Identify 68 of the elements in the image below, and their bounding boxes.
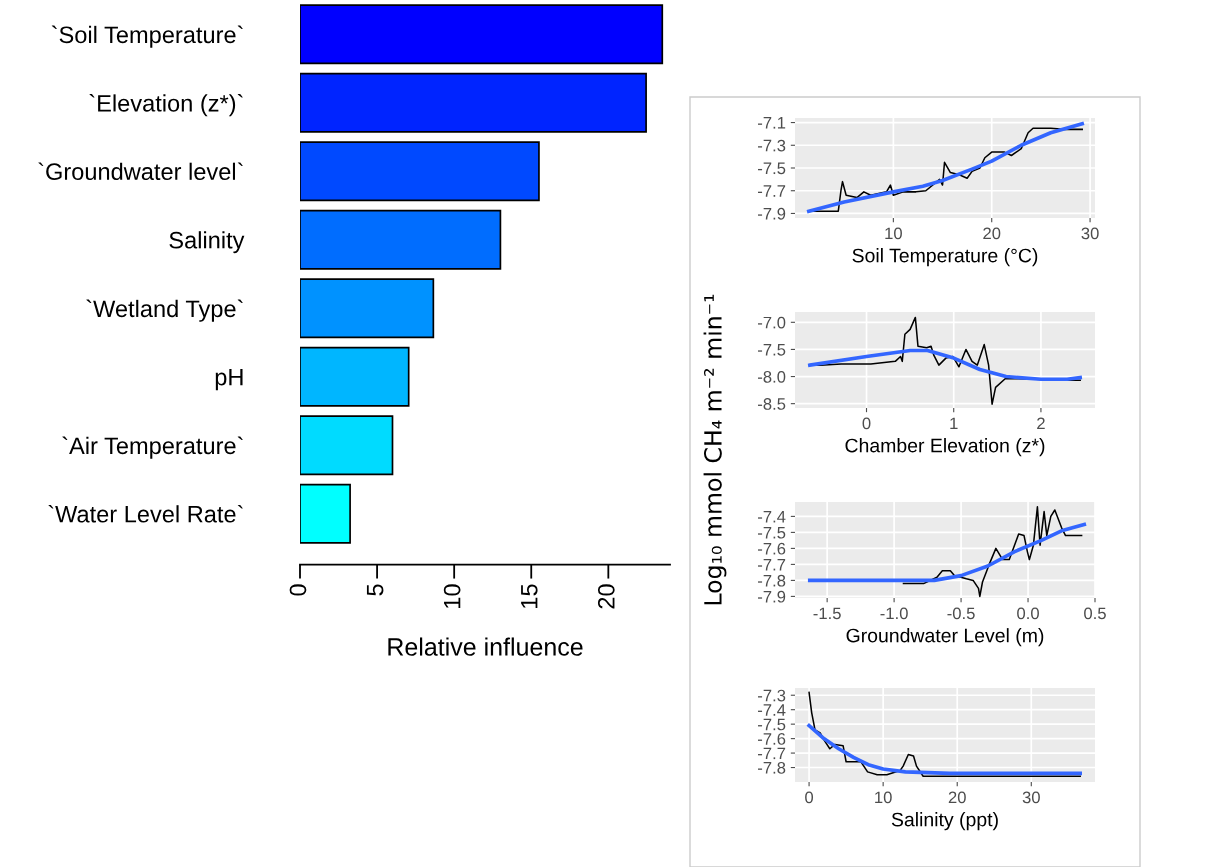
y-tick-label: -7.5 — [758, 162, 786, 175]
y-tick-label: `Groundwater level` — [38, 162, 243, 181]
line-series — [808, 691, 1081, 777]
y-tick-label: -7.5 — [758, 344, 786, 356]
y-tick-label: -7.3 — [758, 689, 786, 702]
bar — [300, 4, 664, 65]
y-tick-label: -7.6 — [758, 542, 786, 555]
y-tick-label: -7.8 — [758, 761, 786, 774]
y-tick-label: pH — [215, 369, 243, 391]
y-tick-label: -7.6 — [758, 733, 786, 745]
y-tick-label: Salinity — [169, 231, 245, 254]
x-tick-label: 0 — [805, 791, 814, 804]
x-tick-label: 0.0 — [1017, 607, 1039, 620]
y-tick-label: `Soil Temperature` — [51, 25, 243, 48]
bar — [300, 483, 351, 544]
y-tick-label: -7.7 — [758, 747, 786, 760]
y-tick-label: -8.5 — [758, 398, 786, 410]
y-tick-label: -7.9 — [758, 590, 786, 603]
line-series — [808, 348, 1082, 382]
bar — [300, 72, 647, 133]
x-tick-label: -1.5 — [813, 607, 841, 620]
bar — [300, 415, 394, 476]
y-tick-label: -7.7 — [758, 558, 786, 571]
y-tick-label: -7.5 — [758, 718, 786, 731]
x-axis-title: Salinity (ppt) — [891, 812, 998, 831]
x-axis-title: Relative influence — [388, 637, 583, 656]
y-tick-label: `Wetland Type` — [86, 299, 243, 322]
y-tick-label: -7.9 — [758, 207, 786, 220]
x-tick-label: -1.0 — [880, 607, 908, 620]
y-tick-label: -7.8 — [758, 574, 786, 587]
y-axis-title: Log₁₀ mmol CH₄ m⁻² min⁻¹ — [703, 294, 727, 605]
line-series — [807, 723, 1082, 776]
x-axis-title: Soil Temperature (°C) — [852, 248, 1038, 267]
y-tick-label: -8.0 — [758, 370, 786, 383]
x-tick-label: 5 — [366, 584, 384, 596]
x-tick-label: 20 — [597, 584, 615, 609]
y-tick-label: -7.0 — [758, 316, 786, 329]
x-tick-label: 10 — [443, 584, 461, 608]
x-tick-label: 20 — [983, 227, 1001, 240]
line-series — [807, 522, 1087, 583]
y-tick-label: -7.4 — [758, 510, 786, 523]
x-tick-label: -0.5 — [947, 607, 975, 620]
x-axis-title: Groundwater Level (m) — [846, 628, 1044, 647]
bar — [300, 278, 435, 339]
y-tick-label: `Elevation (z*)` — [89, 94, 243, 117]
y-tick-label: -7.5 — [758, 526, 786, 539]
bar — [300, 346, 410, 407]
y-tick-label: -7.3 — [758, 139, 786, 152]
x-tick-label: 0 — [289, 584, 307, 596]
x-tick-label: 30 — [1081, 227, 1099, 240]
x-tick-label: 1 — [950, 417, 958, 430]
x-tick-label: 0.5 — [1084, 607, 1106, 620]
y-tick-label: `Water Level Rate` — [48, 504, 243, 523]
x-tick-label: 2 — [1037, 417, 1045, 430]
x-axis-title: Chamber Elevation (z*) — [845, 438, 1045, 457]
bar — [300, 141, 540, 202]
x-tick-label: 10 — [875, 791, 892, 804]
x-tick-label: 15 — [521, 584, 538, 608]
x-tick-label: 30 — [1022, 791, 1040, 804]
y-tick-label: -7.7 — [758, 185, 786, 197]
y-tick-label: `Air Temperature` — [62, 436, 243, 459]
y-tick-label: -7.1 — [758, 117, 786, 129]
x-tick-label: 0 — [862, 417, 871, 430]
line-series — [902, 506, 1083, 598]
x-tick-label: 10 — [885, 227, 902, 240]
bar — [300, 209, 502, 270]
x-tick-label: 20 — [948, 791, 966, 804]
y-tick-label: -7.4 — [758, 704, 786, 716]
